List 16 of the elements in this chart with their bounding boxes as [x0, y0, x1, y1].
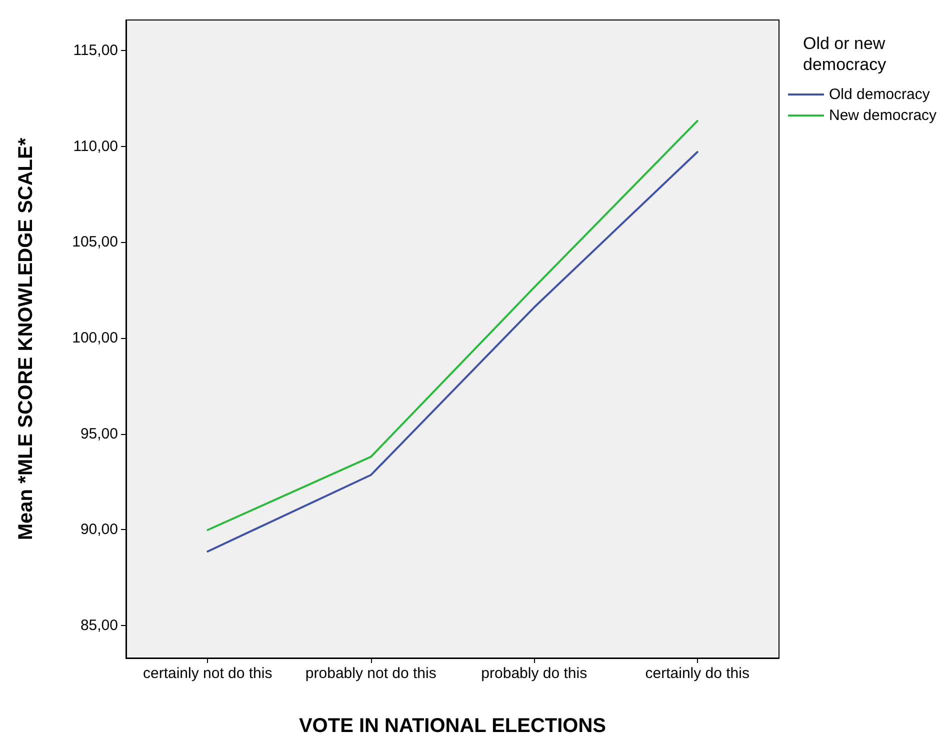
y-tick-label: 105,00	[72, 234, 118, 251]
x-tick-label: certainly do this	[645, 665, 750, 682]
x-axis-title: VOTE IN NATIONAL ELECTIONS	[298, 715, 606, 737]
y-tick-label: 100,00	[72, 330, 118, 347]
y-axis-title: Mean *MLE SCORE KNOWLEDGE SCALE*	[15, 138, 37, 540]
legend-label: New democracy	[829, 107, 938, 124]
y-tick-label: 95,00	[80, 425, 118, 442]
x-tick-label: probably not do this	[305, 665, 436, 682]
y-tick-label: 90,00	[80, 521, 118, 538]
x-tick-label: certainly not do this	[143, 665, 272, 682]
legend-title: Old or new democracy	[803, 34, 890, 74]
legend-label: Old democracy	[829, 86, 930, 103]
x-tick-label: probably do this	[481, 665, 588, 682]
y-tick-label: 110,00	[73, 138, 118, 155]
y-tick-label: 85,00	[80, 616, 118, 634]
y-tick-label: 115,00	[73, 42, 118, 60]
